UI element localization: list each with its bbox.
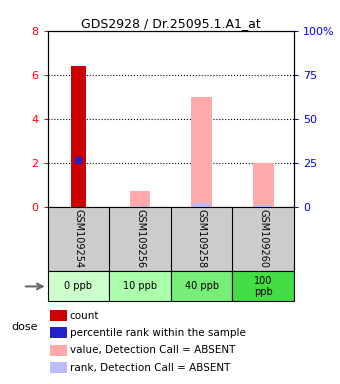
Bar xyxy=(130,191,150,207)
Text: rank, Detection Call = ABSENT: rank, Detection Call = ABSENT xyxy=(70,362,230,372)
Text: GSM109254: GSM109254 xyxy=(73,209,83,268)
Bar xyxy=(132,205,149,207)
Bar xyxy=(255,205,272,207)
Bar xyxy=(50,328,67,338)
Text: percentile rank within the sample: percentile rank within the sample xyxy=(70,328,246,338)
Bar xyxy=(50,345,67,356)
Bar xyxy=(193,204,210,207)
Text: 0 ppb: 0 ppb xyxy=(64,281,92,291)
Bar xyxy=(109,271,171,301)
Bar xyxy=(191,97,212,207)
Title: GDS2928 / Dr.25095.1.A1_at: GDS2928 / Dr.25095.1.A1_at xyxy=(81,17,261,30)
Text: 10 ppb: 10 ppb xyxy=(123,281,157,291)
Text: dose: dose xyxy=(11,322,37,332)
Text: GSM109258: GSM109258 xyxy=(197,209,207,268)
Bar xyxy=(233,271,294,301)
Bar xyxy=(48,271,109,301)
Text: 40 ppb: 40 ppb xyxy=(185,281,219,291)
Bar xyxy=(50,310,67,321)
Bar xyxy=(50,362,67,373)
Bar xyxy=(71,66,86,207)
Bar xyxy=(171,271,233,301)
Text: GSM109256: GSM109256 xyxy=(135,209,145,268)
Text: value, Detection Call = ABSENT: value, Detection Call = ABSENT xyxy=(70,345,235,355)
Text: 100
ppb: 100 ppb xyxy=(254,276,273,297)
Bar xyxy=(253,163,274,207)
Text: GSM109260: GSM109260 xyxy=(258,210,268,268)
Text: count: count xyxy=(70,311,99,321)
